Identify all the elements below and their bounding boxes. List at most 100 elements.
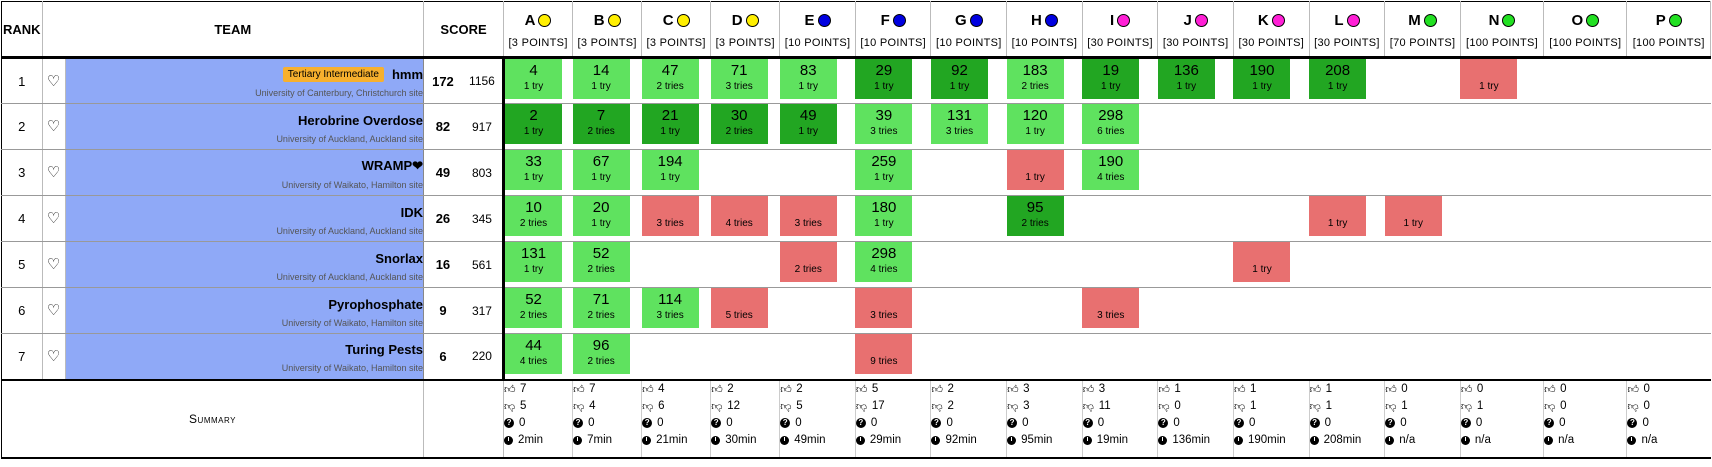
result-solved[interactable]: 44 4 tries bbox=[505, 334, 563, 374]
problem-cell-h[interactable] bbox=[1006, 287, 1083, 334]
result-first-solve[interactable]: 21 1 try bbox=[641, 104, 699, 144]
result-solved[interactable]: 33 1 try bbox=[505, 150, 563, 190]
team-cell[interactable]: Pyrophosphate University of Waikato, Hami… bbox=[65, 287, 424, 334]
problem-cell-p[interactable] bbox=[1626, 287, 1711, 334]
problem-header-b[interactable]: B [3 POINTS] bbox=[572, 1, 643, 59]
problem-cell-j[interactable] bbox=[1157, 195, 1234, 242]
problem-cell-d[interactable] bbox=[710, 333, 780, 380]
result-first-solve[interactable]: 95 2 tries bbox=[1006, 196, 1064, 236]
result-first-solve[interactable]: 190 1 try bbox=[1233, 59, 1291, 99]
problem-cell-f[interactable]: 180 1 try bbox=[855, 195, 931, 242]
problem-cell-d[interactable]: 30 2 tries bbox=[710, 103, 780, 150]
problem-cell-p[interactable] bbox=[1626, 333, 1711, 380]
team-cell[interactable]: Tertiary Intermediate hmm University of Ca… bbox=[65, 57, 424, 104]
problem-cell-m[interactable]: 1 try bbox=[1384, 195, 1461, 242]
problem-cell-p[interactable] bbox=[1626, 241, 1711, 288]
result-rejected[interactable]: 5 tries bbox=[710, 288, 768, 328]
result-rejected[interactable]: 3 tries bbox=[779, 196, 837, 236]
team-cell[interactable]: IDK University of Auckland, Auckland site bbox=[65, 195, 424, 242]
problem-cell-i[interactable]: 190 4 tries bbox=[1082, 149, 1158, 196]
problem-cell-b[interactable]: 20 1 try bbox=[572, 195, 642, 242]
problem-cell-k[interactable] bbox=[1233, 195, 1310, 242]
problem-cell-d[interactable] bbox=[710, 149, 780, 196]
problem-header-m[interactable]: M [70 POINTS] bbox=[1384, 1, 1461, 59]
problem-cell-l[interactable] bbox=[1309, 149, 1385, 196]
problem-header-l[interactable]: L [30 POINTS] bbox=[1309, 1, 1386, 59]
problem-cell-j[interactable] bbox=[1157, 287, 1234, 334]
favorite-button[interactable]: ♡ bbox=[42, 287, 66, 334]
problem-header-i[interactable]: I [30 POINTS] bbox=[1082, 1, 1159, 59]
problem-cell-h[interactable]: 120 1 try bbox=[1006, 103, 1083, 150]
problem-header-e[interactable]: E [10 POINTS] bbox=[779, 1, 856, 59]
result-rejected[interactable]: 1 try bbox=[1006, 150, 1064, 190]
result-first-solve[interactable]: 19 1 try bbox=[1082, 59, 1140, 99]
problem-cell-d[interactable]: 71 3 tries bbox=[710, 57, 780, 104]
problem-cell-d[interactable]: 4 tries bbox=[710, 195, 780, 242]
result-rejected[interactable]: 9 tries bbox=[855, 334, 913, 374]
result-solved[interactable]: 194 1 try bbox=[641, 150, 699, 190]
result-first-solve[interactable]: 136 1 try bbox=[1157, 59, 1215, 99]
problem-cell-j[interactable]: 136 1 try bbox=[1157, 57, 1234, 104]
problem-cell-a[interactable]: 33 1 try bbox=[503, 149, 573, 196]
problem-cell-j[interactable] bbox=[1157, 241, 1234, 288]
problem-cell-l[interactable] bbox=[1309, 103, 1385, 150]
favorite-button[interactable]: ♡ bbox=[42, 241, 66, 288]
problem-header-n[interactable]: N [100 POINTS] bbox=[1460, 1, 1545, 59]
favorite-button[interactable]: ♡ bbox=[42, 103, 66, 150]
team-row[interactable]: 2 ♡ Herobrine Overdose University of Auckla… bbox=[1, 103, 1711, 150]
result-solved[interactable]: 190 4 tries bbox=[1082, 150, 1140, 190]
problem-cell-o[interactable] bbox=[1543, 241, 1627, 288]
favorite-button[interactable]: ♡ bbox=[42, 195, 66, 242]
problem-cell-p[interactable] bbox=[1626, 195, 1711, 242]
problem-cell-h[interactable]: 1 try bbox=[1006, 149, 1083, 196]
problem-cell-i[interactable] bbox=[1082, 241, 1158, 288]
problem-cell-n[interactable] bbox=[1460, 149, 1544, 196]
result-solved[interactable]: 298 4 tries bbox=[855, 242, 913, 282]
problem-cell-n[interactable] bbox=[1460, 103, 1544, 150]
result-solved[interactable]: 47 2 tries bbox=[641, 59, 699, 99]
problem-cell-e[interactable] bbox=[779, 149, 856, 196]
result-solved[interactable]: 71 3 tries bbox=[710, 59, 768, 99]
favorite-button[interactable]: ♡ bbox=[42, 333, 66, 380]
result-rejected[interactable]: 1 try bbox=[1309, 196, 1367, 236]
team-cell[interactable]: Herobrine Overdose University of Auckland… bbox=[65, 103, 424, 150]
problem-cell-o[interactable] bbox=[1543, 195, 1627, 242]
problem-cell-b[interactable]: 67 1 try bbox=[572, 149, 642, 196]
problem-cell-o[interactable] bbox=[1543, 149, 1627, 196]
team-header[interactable]: TEAM bbox=[42, 1, 425, 59]
problem-cell-n[interactable] bbox=[1460, 241, 1544, 288]
problem-cell-k[interactable] bbox=[1233, 149, 1310, 196]
team-row[interactable]: 4 ♡ IDK University of Auckland, Auckland si… bbox=[1, 195, 1711, 242]
result-solved[interactable]: 96 2 tries bbox=[572, 334, 630, 374]
problem-cell-c[interactable]: 194 1 try bbox=[641, 149, 711, 196]
problem-cell-c[interactable]: 3 tries bbox=[641, 195, 711, 242]
problem-cell-p[interactable] bbox=[1626, 103, 1711, 150]
problem-cell-e[interactable] bbox=[779, 333, 856, 380]
team-cell[interactable]: Turing Pests University of Waikato, Hamil… bbox=[65, 333, 424, 380]
result-first-solve[interactable]: 2 1 try bbox=[505, 104, 563, 144]
problem-cell-m[interactable] bbox=[1384, 103, 1461, 150]
result-solved[interactable]: 180 1 try bbox=[855, 196, 913, 236]
problem-cell-a[interactable]: 10 2 tries bbox=[503, 195, 573, 242]
team-cell[interactable]: WRAMP❤ University of Waikato, Hamilton si… bbox=[65, 149, 424, 196]
problem-header-j[interactable]: J [30 POINTS] bbox=[1157, 1, 1234, 59]
problem-cell-o[interactable] bbox=[1543, 103, 1627, 150]
problem-cell-g[interactable] bbox=[930, 195, 1007, 242]
problem-cell-g[interactable] bbox=[930, 241, 1007, 288]
result-solved[interactable]: 83 1 try bbox=[779, 59, 837, 99]
problem-cell-c[interactable]: 21 1 try bbox=[641, 103, 711, 150]
result-solved[interactable]: 39 3 tries bbox=[855, 104, 913, 144]
problem-cell-b[interactable]: 71 2 tries bbox=[572, 287, 642, 334]
problem-header-a[interactable]: A [3 POINTS] bbox=[503, 1, 574, 59]
problem-cell-k[interactable] bbox=[1233, 287, 1310, 334]
problem-cell-d[interactable] bbox=[710, 241, 780, 288]
result-solved[interactable]: 120 1 try bbox=[1006, 104, 1064, 144]
problem-cell-h[interactable] bbox=[1006, 333, 1083, 380]
problem-cell-n[interactable] bbox=[1460, 333, 1544, 380]
result-rejected[interactable]: 2 tries bbox=[779, 242, 837, 282]
result-solved[interactable]: 298 6 tries bbox=[1082, 104, 1140, 144]
problem-cell-h[interactable] bbox=[1006, 241, 1083, 288]
problem-cell-m[interactable] bbox=[1384, 57, 1461, 104]
problem-cell-k[interactable] bbox=[1233, 103, 1310, 150]
problem-cell-f[interactable]: 3 tries bbox=[855, 287, 931, 334]
